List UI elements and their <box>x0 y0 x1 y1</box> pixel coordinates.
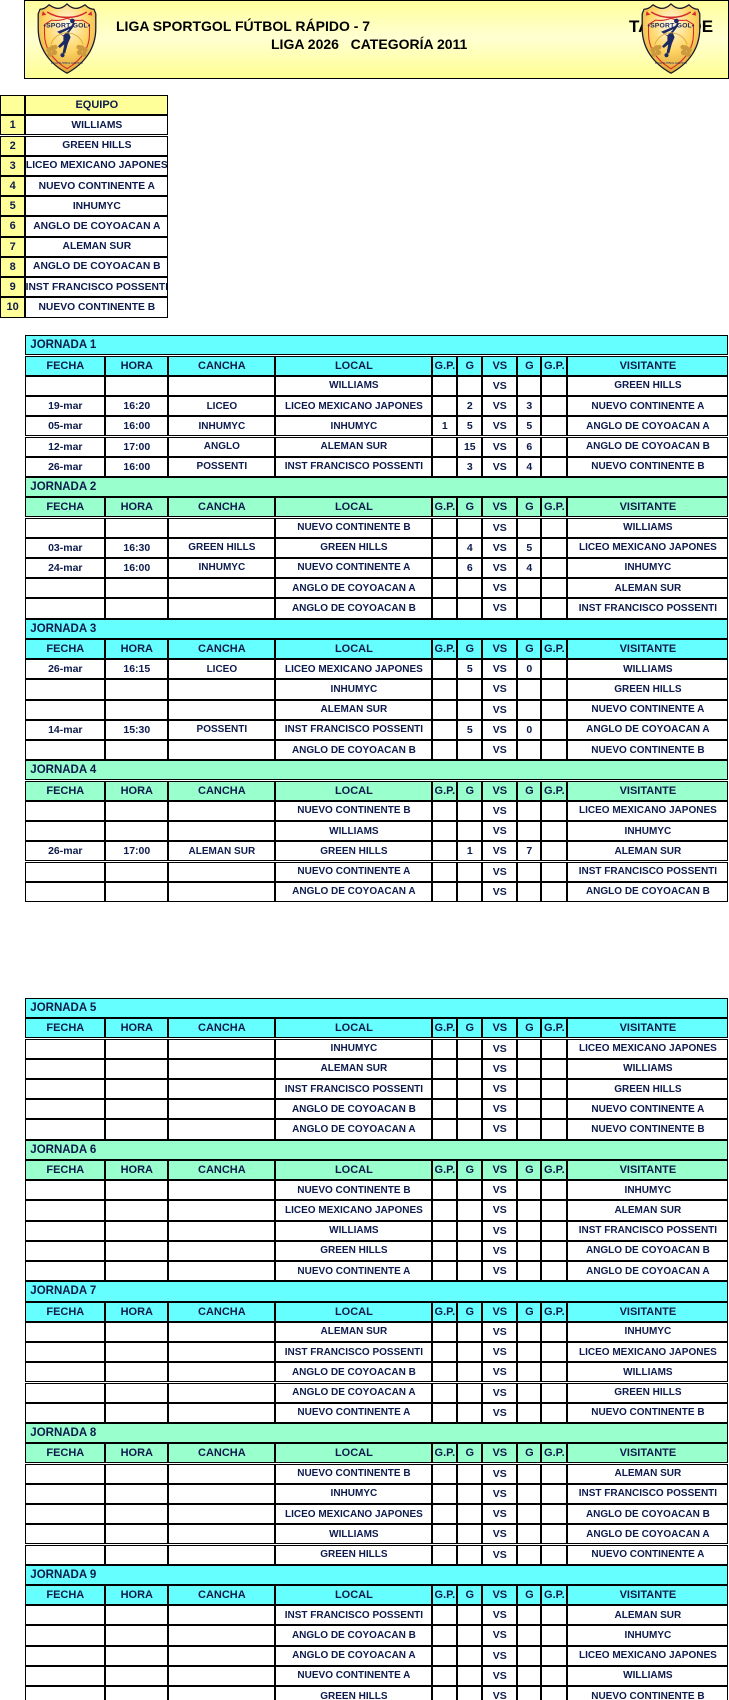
svg-text:LIGA FUTBOL RAPIDO: LIGA FUTBOL RAPIDO <box>51 61 84 65</box>
svg-text:LIGA FUTBOL RAPIDO: LIGA FUTBOL RAPIDO <box>655 61 688 65</box>
